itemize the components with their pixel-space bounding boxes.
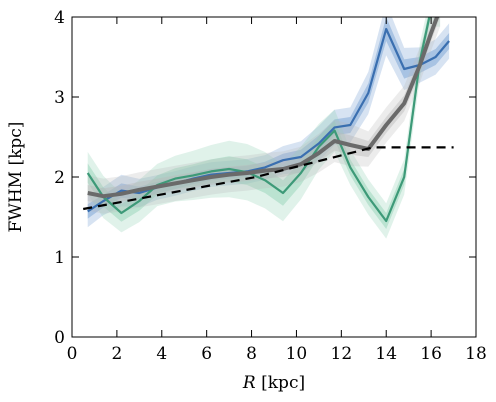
x-axis-ticks: 0 2 4 6 8 10 12 14 16 18 — [67, 17, 487, 364]
x-tick-label: 10 — [286, 344, 308, 364]
series-3-band-1 — [87, 17, 441, 214]
x-tick-label: 6 — [201, 344, 212, 364]
y-axis-ticks: 0 1 2 3 4 — [54, 8, 476, 348]
series-1-band-1 — [87, 17, 450, 228]
x-tick-label: 12 — [331, 344, 353, 364]
x-axis-label: R [kpc] — [242, 373, 305, 393]
y-tick-label: 3 — [54, 88, 65, 108]
y-tick-label: 4 — [54, 8, 65, 28]
x-tick-label: 4 — [156, 344, 167, 364]
y-axis-label: FWHM [kpc] — [6, 122, 26, 233]
y-tick-label: 1 — [54, 248, 65, 268]
series-3-line — [87, 17, 440, 199]
x-tick-label: 2 — [111, 344, 122, 364]
x-tick-label: 14 — [375, 344, 397, 364]
x-tick-label: 18 — [465, 344, 487, 364]
series-2-line — [86, 17, 431, 223]
series-2-band-2 — [87, 17, 441, 229]
x-tick-label: 8 — [246, 344, 257, 364]
y-tick-label: 0 — [54, 328, 65, 348]
uncertainty-bands — [87, 17, 450, 239]
reference-dashed-line — [82, 146, 454, 211]
x-tick-label: 16 — [420, 344, 442, 364]
x-tick-label: 0 — [67, 344, 78, 364]
y-tick-label: 2 — [54, 168, 65, 188]
series-lines — [82, 17, 454, 223]
